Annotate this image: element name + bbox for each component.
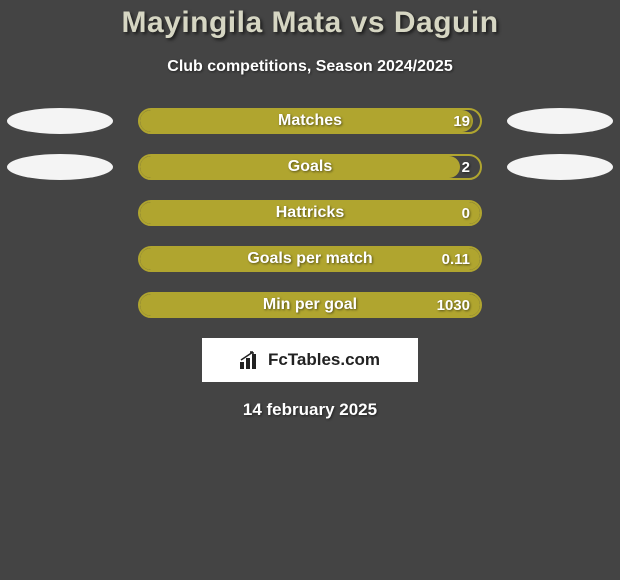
ellipse-right <box>507 154 613 180</box>
stat-value: 19 <box>453 113 470 130</box>
chart-icon <box>240 351 262 369</box>
stat-bar: Min per goal1030 <box>138 292 482 318</box>
ellipse-left <box>7 154 113 180</box>
stat-bar: Goals per match0.11 <box>138 246 482 272</box>
page-title: Mayingila Mata vs Daguin <box>0 6 620 40</box>
ellipse-placeholder <box>7 246 113 272</box>
stat-value: 0 <box>462 205 470 222</box>
stat-value: 1030 <box>437 297 470 314</box>
ellipse-placeholder <box>507 246 613 272</box>
stat-value: 0.11 <box>442 251 470 268</box>
ellipse-placeholder <box>507 292 613 318</box>
stat-row: Goals per match0.11 <box>0 246 620 272</box>
stat-bar: Hattricks0 <box>138 200 482 226</box>
logo-text: FcTables.com <box>268 350 380 370</box>
stats-area: Matches19 Goals2 Hattricks0 Goals per match… <box>0 108 620 318</box>
stat-bar: Matches19 <box>138 108 482 134</box>
ellipse-right <box>507 108 613 134</box>
stat-label: Min per goal <box>140 296 480 314</box>
stat-bar: Goals2 <box>138 154 482 180</box>
stat-label: Hattricks <box>140 204 480 222</box>
subtitle: Club competitions, Season 2024/2025 <box>0 58 620 76</box>
stat-row: Hattricks0 <box>0 200 620 226</box>
logo-box: FcTables.com <box>202 338 418 382</box>
ellipse-left <box>7 108 113 134</box>
stat-value: 2 <box>462 159 470 176</box>
stat-label: Goals <box>140 158 480 176</box>
stat-row: Min per goal1030 <box>0 292 620 318</box>
stat-label: Goals per match <box>140 250 480 268</box>
ellipse-placeholder <box>7 292 113 318</box>
date-line: 14 february 2025 <box>0 400 620 420</box>
stat-row: Goals2 <box>0 154 620 180</box>
stat-label: Matches <box>140 112 480 130</box>
ellipse-placeholder <box>507 200 613 226</box>
stat-row: Matches19 <box>0 108 620 134</box>
ellipse-placeholder <box>7 200 113 226</box>
